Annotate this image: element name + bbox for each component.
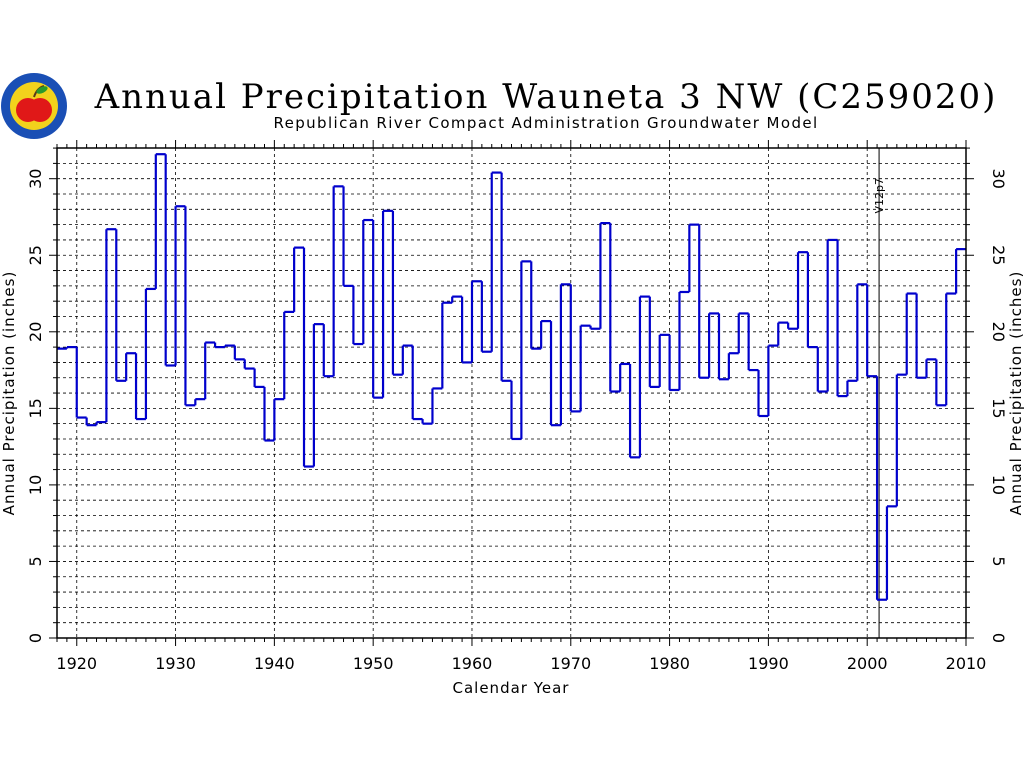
x-tick-label: 1960 [452, 654, 493, 673]
x-tick-label: 2000 [847, 654, 888, 673]
y-tick-label-left: 0 [26, 633, 45, 643]
annotation-label: V12p7 [873, 178, 886, 214]
y-tick-label-right: 25 [989, 245, 1008, 265]
x-tick-label: 1930 [155, 654, 196, 673]
x-tick-label: 1980 [649, 654, 690, 673]
y-tick-label-right: 15 [989, 398, 1008, 418]
y-tick-label-right: 20 [989, 322, 1008, 342]
y-tick-label-right: 0 [989, 633, 1008, 643]
x-tick-label: 1950 [353, 654, 394, 673]
apple-logo-icon [1, 73, 67, 139]
y-tick-label-left: 10 [26, 475, 45, 495]
y-tick-label-right: 10 [989, 475, 1008, 495]
y-axis-label-left: Annual Precipitation (inches) [0, 271, 18, 516]
y-tick-label-right: 5 [989, 556, 1008, 566]
y-tick-label-left: 20 [26, 322, 45, 342]
y-axis-label-right: Annual Precipitation (inches) [1007, 271, 1024, 516]
y-tick-label-left: 25 [26, 245, 45, 265]
y-tick-label-left: 30 [26, 169, 45, 189]
y-tick-label-left: 15 [26, 398, 45, 418]
chart-title: Annual Precipitation Wauneta 3 NW (C2590… [94, 77, 998, 117]
plot-frame [56, 147, 967, 639]
y-tick-label-right: 30 [989, 169, 1008, 189]
series-layer [57, 153, 966, 601]
chart-subtitle: Republican River Compact Administration … [273, 114, 818, 132]
x-tick-label: 1970 [550, 654, 591, 673]
x-axis-label: Calendar Year [453, 679, 570, 697]
grid-lines [57, 147, 966, 638]
annotation-layer: V12p7 [873, 148, 886, 638]
x-tick-label: 1940 [254, 654, 295, 673]
axis-ticks: 1920 1930 1940 1950 1960 1970 1980 1990 2000 2010… [26, 140, 1008, 673]
x-tick-label: 2010 [946, 654, 987, 673]
x-tick-label: 1920 [56, 654, 97, 673]
x-tick-label: 1990 [748, 654, 789, 673]
y-tick-label-left: 5 [26, 556, 45, 566]
